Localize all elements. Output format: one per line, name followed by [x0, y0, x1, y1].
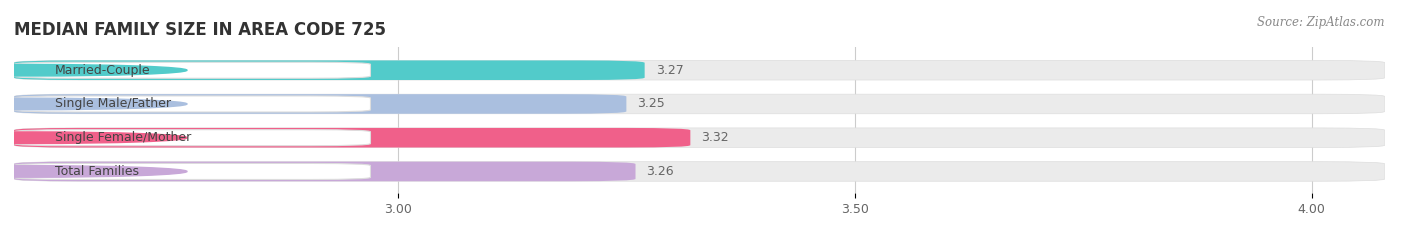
Text: Single Male/Father: Single Male/Father — [55, 97, 172, 110]
Circle shape — [0, 166, 187, 177]
Text: Married-Couple: Married-Couple — [55, 64, 150, 77]
Text: 3.26: 3.26 — [647, 165, 673, 178]
Circle shape — [0, 132, 187, 144]
Text: 3.32: 3.32 — [702, 131, 728, 144]
FancyBboxPatch shape — [14, 94, 627, 114]
FancyBboxPatch shape — [14, 60, 1385, 80]
Text: MEDIAN FAMILY SIZE IN AREA CODE 725: MEDIAN FAMILY SIZE IN AREA CODE 725 — [14, 21, 387, 39]
Text: Source: ZipAtlas.com: Source: ZipAtlas.com — [1257, 16, 1385, 29]
FancyBboxPatch shape — [14, 130, 371, 146]
FancyBboxPatch shape — [14, 128, 1385, 147]
FancyBboxPatch shape — [14, 62, 371, 78]
Circle shape — [0, 98, 187, 110]
FancyBboxPatch shape — [14, 128, 690, 147]
FancyBboxPatch shape — [14, 60, 645, 80]
FancyBboxPatch shape — [14, 162, 1385, 181]
Text: 3.27: 3.27 — [655, 64, 683, 77]
Circle shape — [0, 65, 187, 76]
FancyBboxPatch shape — [14, 162, 636, 181]
Text: 3.25: 3.25 — [637, 97, 665, 110]
FancyBboxPatch shape — [14, 96, 371, 112]
Text: Total Families: Total Families — [55, 165, 139, 178]
FancyBboxPatch shape — [14, 94, 1385, 114]
Text: Single Female/Mother: Single Female/Mother — [55, 131, 191, 144]
FancyBboxPatch shape — [14, 163, 371, 179]
